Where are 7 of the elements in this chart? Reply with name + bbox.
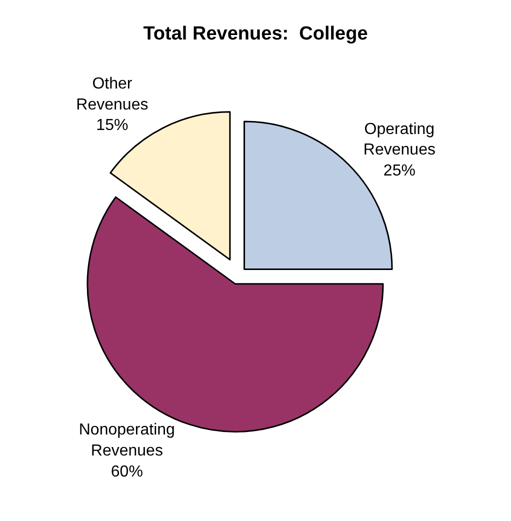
- slice-label: Other Revenues: [76, 75, 148, 114]
- slice-label: Operating Revenues: [363, 120, 436, 159]
- chart-title: Total Revenues: College: [143, 23, 368, 44]
- data-label: 60%: [110, 463, 143, 480]
- data-label: 25%: [383, 162, 416, 180]
- data-label: 15%: [96, 117, 128, 134]
- slice-label: Nonoperating Revenues: [78, 422, 175, 460]
